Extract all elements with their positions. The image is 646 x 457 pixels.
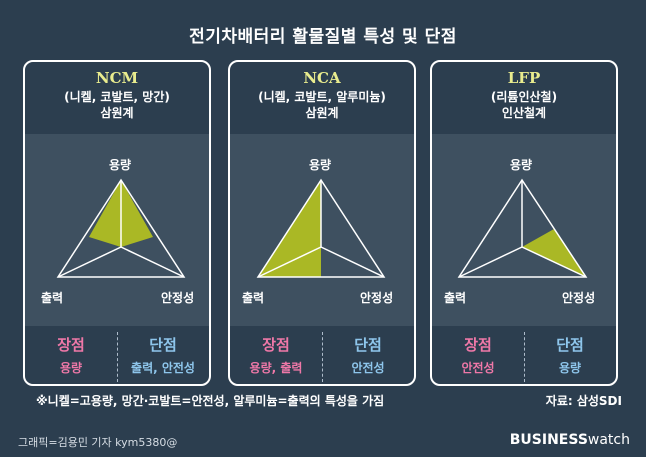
median-right: [521, 246, 587, 278]
median-left: [57, 246, 122, 278]
card-category: 삼원계: [305, 106, 339, 120]
card-header: LFP (리튬인산철) 인산철계: [432, 62, 616, 134]
triangle-diagram: [457, 178, 588, 278]
divider: [322, 332, 323, 382]
pros-title: 장점: [262, 336, 290, 354]
pros-column: 장점 용량: [25, 326, 117, 384]
median-right: [120, 246, 185, 278]
card-name: LFP: [507, 69, 541, 87]
vertex-label-right: 안정성: [360, 291, 394, 305]
vertex-label-left: 출력: [444, 291, 467, 305]
triangle-outline: [56, 178, 186, 278]
cons-title: 단점: [149, 336, 177, 354]
card-name: NCM: [95, 69, 139, 87]
brand-logo: BUSINESSwatch: [510, 432, 630, 448]
pros-column: 장점 용량, 출력: [230, 326, 322, 384]
pros-column: 장점 안전성: [432, 326, 524, 384]
vertex-label-top: 용량: [109, 158, 132, 172]
cons-value: 안전성: [351, 361, 385, 375]
card-lfp: LFP (리튬인산철) 인산철계 용량 출력 안정성 장점 안전성 단점: [430, 60, 618, 386]
graphic-credit: 그래픽=김용민 기자 kym5380@: [18, 436, 178, 449]
cons-value: 출력, 안전성: [131, 361, 195, 375]
card-category: 인산철계: [501, 106, 547, 120]
triangle-diagram: [256, 178, 386, 278]
page-title: 전기차배터리 활물질별 특성 및 단점: [189, 27, 457, 47]
triangle-panel: 용량 출력 안정성: [432, 134, 616, 326]
median-right: [320, 246, 385, 278]
cons-title: 단점: [556, 336, 584, 354]
vertex-label-right: 안정성: [562, 291, 596, 305]
divider: [524, 332, 525, 382]
card-name: NCA: [303, 69, 341, 87]
card-ncm: NCM (니켈, 코발트, 망간) 삼원계 용량 출력 안정성 장점 용량 단: [23, 60, 211, 386]
cons-column: 단점 안전성: [322, 326, 414, 384]
vertex-label-right: 안정성: [161, 291, 195, 305]
vertex-label-left: 출력: [242, 291, 265, 305]
triangle-panel: 용량 출력 안정성: [25, 134, 209, 326]
footnote: ※니켈=고용량, 망간·코발트=안전성, 알루미늄=출력의 특성을 가짐: [36, 394, 385, 408]
pros-value: 용량, 출력: [249, 361, 303, 375]
card-composition: (리튬인산철): [490, 90, 558, 104]
cons-title: 단점: [354, 336, 382, 354]
pros-value: 용량: [59, 361, 83, 375]
pros-cons: 장점 용량, 출력 단점 안전성: [230, 326, 414, 384]
cons-column: 단점 용량: [524, 326, 616, 384]
cons-column: 단점 출력, 안전성: [117, 326, 209, 384]
pros-title: 장점: [57, 336, 85, 354]
pros-title: 장점: [464, 336, 492, 354]
triangle-diagram: [56, 178, 186, 278]
brand-bold: BUSINESS: [509, 432, 588, 448]
cons-value: 용량: [558, 361, 582, 375]
triangle-outline: [256, 178, 386, 278]
divider: [117, 332, 118, 382]
pros-cons: 장점 안전성 단점 용량: [432, 326, 616, 384]
card-header: NCM (니켈, 코발트, 망간) 삼원계: [25, 62, 209, 134]
highlight-area: [522, 229, 586, 277]
vertex-label-left: 출력: [41, 291, 64, 305]
median-left: [458, 246, 523, 278]
card-composition: (니켈, 코발트, 망간): [64, 90, 170, 104]
card-category: 삼원계: [100, 106, 134, 120]
pros-value: 안전성: [461, 361, 495, 375]
pros-cons: 장점 용량 단점 출력, 안전성: [25, 326, 209, 384]
triangle-panel: 용량 출력 안정성: [230, 134, 414, 326]
card-composition: (니켈, 코발트, 알루미늄): [258, 90, 386, 104]
source: 자료: 삼성SDI: [545, 394, 622, 408]
vertex-label-top: 용량: [309, 158, 332, 172]
vertex-label-top: 용량: [510, 158, 533, 172]
triangle-outline: [457, 178, 588, 278]
card-header: NCA (니켈, 코발트, 알루미늄) 삼원계: [230, 62, 414, 134]
median-left: [257, 246, 322, 278]
card-nca: NCA (니켈, 코발트, 알루미늄) 삼원계 용량 출력 안정성 장점 용량,…: [228, 60, 416, 386]
brand-light: watch: [587, 432, 630, 448]
